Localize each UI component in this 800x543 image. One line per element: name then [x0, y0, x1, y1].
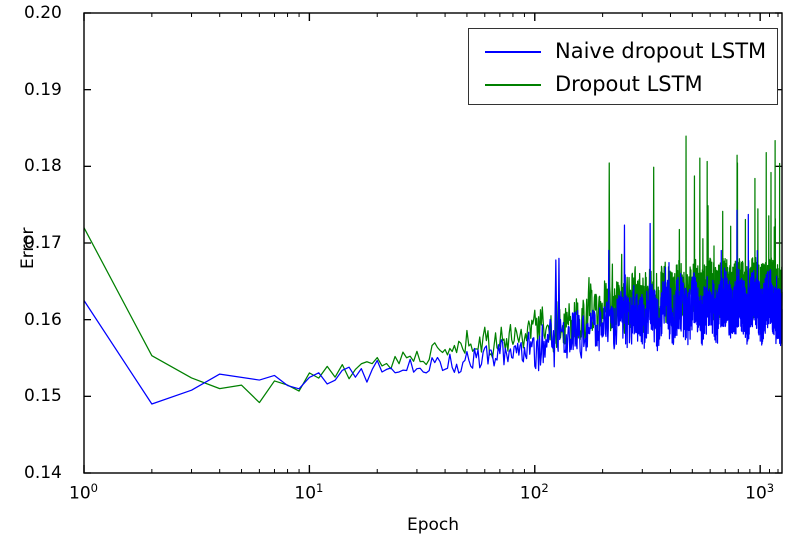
y-tick-label: 0.17 — [24, 233, 62, 253]
y-tick-label: 0.18 — [24, 156, 62, 177]
legend-color-swatch — [485, 50, 541, 53]
legend-item: Naive dropout LSTM — [485, 41, 766, 62]
y-tick-label: 0.19 — [24, 79, 62, 100]
legend-item: Dropout LSTM — [485, 74, 703, 95]
y-tick-label: 0.15 — [24, 386, 62, 407]
series-line-dropout-lstm — [83, 135, 783, 404]
axes-frame — [83, 12, 783, 474]
legend: Naive dropout LSTM Dropout LSTM — [468, 28, 778, 105]
x-tick-label: 101 — [294, 481, 324, 504]
y-tick-label: 0.16 — [24, 309, 62, 330]
x-tick-label: 102 — [519, 481, 549, 504]
legend-label: Naive dropout LSTM — [555, 39, 767, 63]
x-tick-label: 100 — [69, 481, 98, 504]
legend-color-swatch — [485, 83, 541, 86]
x-axis-label: Epoch — [407, 515, 460, 535]
series-line-naive-dropout-lstm — [83, 209, 783, 405]
y-tick-label: 0.20 — [24, 3, 62, 23]
y-tick-label: 0.14 — [24, 463, 62, 483]
legend-label: Dropout LSTM — [555, 72, 703, 96]
x-tick-label: 103 — [745, 481, 775, 504]
